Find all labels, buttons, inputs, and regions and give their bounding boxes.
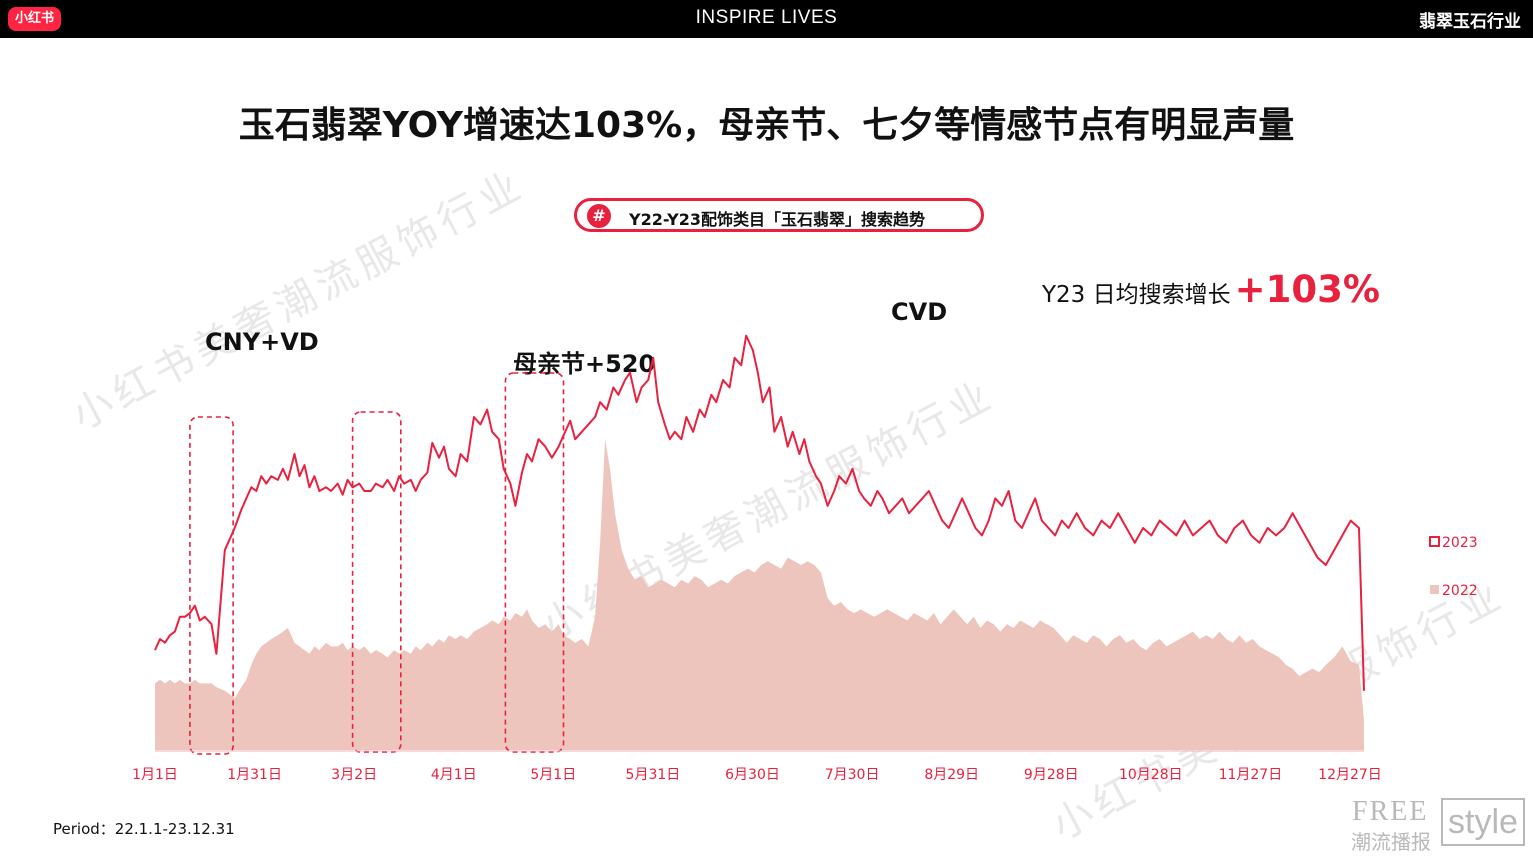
watermark-cn: 潮流播报 bbox=[1351, 830, 1431, 854]
highlight-box-3 bbox=[504, 372, 565, 753]
watermark-style: style bbox=[1441, 798, 1525, 846]
annotation-cny-vd: CNY+VD bbox=[205, 328, 319, 356]
legend-swatch-2022 bbox=[1430, 585, 1439, 594]
legend-label-2023: 2023 bbox=[1442, 535, 1478, 551]
annotation-mothers-day: 母亲节+520 bbox=[513, 350, 656, 378]
x-tick-label: 9月28日 bbox=[1024, 767, 1079, 783]
growth-callout: Y23 日均搜索增长 +103% bbox=[1042, 268, 1380, 311]
x-tick-label: 5月31日 bbox=[626, 767, 681, 783]
top-bar: 小红书 INSPIRE LIVES 翡翠玉石行业 bbox=[0, 0, 1533, 38]
highlight-box-2 bbox=[351, 411, 402, 753]
x-tick-label: 3月2日 bbox=[331, 767, 377, 783]
x-tick-label: 11月27日 bbox=[1219, 767, 1283, 783]
legend-label-2022: 2022 bbox=[1442, 583, 1478, 599]
period-note: Period：22.1.1-23.12.31 bbox=[53, 820, 235, 838]
industry-label: 翡翠玉石行业 bbox=[1419, 12, 1521, 32]
growth-value: +103% bbox=[1234, 268, 1380, 311]
x-tick-label: 4月1日 bbox=[431, 767, 477, 783]
page-title: 玉石翡翠YOY增速达103%，母亲节、七夕等情感节点有明显声量 bbox=[238, 105, 1295, 146]
highlight-box-1 bbox=[189, 416, 234, 755]
brand-slogan: INSPIRE LIVES bbox=[695, 7, 838, 28]
x-tick-label: 8月29日 bbox=[924, 767, 979, 783]
xiaohongshu-logo: 小红书 bbox=[8, 7, 61, 31]
hashtag-icon: # bbox=[587, 204, 611, 228]
series-2023-line bbox=[154, 334, 1365, 691]
annotation-cvd: CVD bbox=[891, 298, 948, 326]
legend-swatch-2023 bbox=[1429, 536, 1440, 547]
x-tick-label: 6月30日 bbox=[725, 767, 780, 783]
chart-title-text: Y22-Y23配饰类目「玉石翡翠」搜索趋势 bbox=[629, 210, 925, 229]
chart-title-badge: # Y22-Y23配饰类目「玉石翡翠」搜索趋势 bbox=[574, 198, 984, 232]
x-tick-label: 12月27日 bbox=[1318, 767, 1382, 783]
series-2022-area bbox=[155, 439, 1364, 750]
x-tick-label: 7月30日 bbox=[825, 767, 880, 783]
growth-label: Y23 日均搜索增长 bbox=[1042, 282, 1231, 308]
x-tick-label: 1月31日 bbox=[227, 767, 282, 783]
x-tick-label: 10月28日 bbox=[1119, 767, 1183, 783]
x-tick-label: 1月1日 bbox=[132, 767, 178, 783]
x-tick-label: 5月1日 bbox=[530, 767, 576, 783]
watermark-free: FREE bbox=[1352, 796, 1429, 827]
